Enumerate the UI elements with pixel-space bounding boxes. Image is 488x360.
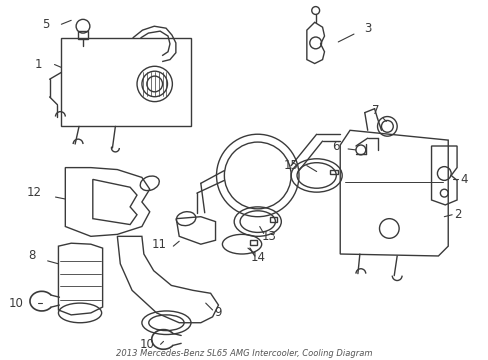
Text: 2: 2 xyxy=(453,208,461,221)
Text: 1: 1 xyxy=(35,58,42,71)
Bar xyxy=(330,170,338,175)
Text: 6: 6 xyxy=(332,140,339,153)
Text: 2013 Mercedes-Benz SL65 AMG Intercooler, Cooling Diagram: 2013 Mercedes-Benz SL65 AMG Intercooler,… xyxy=(116,349,372,358)
Text: 5: 5 xyxy=(42,18,49,31)
Text: 4: 4 xyxy=(459,173,467,186)
Text: 11: 11 xyxy=(152,238,167,251)
Text: 10: 10 xyxy=(9,297,23,310)
Bar xyxy=(61,38,191,126)
Text: 13: 13 xyxy=(262,230,276,243)
Text: 14: 14 xyxy=(250,251,264,265)
Text: 10: 10 xyxy=(139,338,154,351)
Bar xyxy=(78,31,88,39)
Text: 7: 7 xyxy=(371,104,379,117)
Text: 3: 3 xyxy=(363,22,371,35)
Text: 15: 15 xyxy=(283,159,298,172)
Bar xyxy=(269,217,277,222)
Text: 9: 9 xyxy=(214,306,222,319)
Bar xyxy=(249,240,256,245)
Text: 12: 12 xyxy=(26,186,41,199)
Text: 8: 8 xyxy=(28,249,36,262)
